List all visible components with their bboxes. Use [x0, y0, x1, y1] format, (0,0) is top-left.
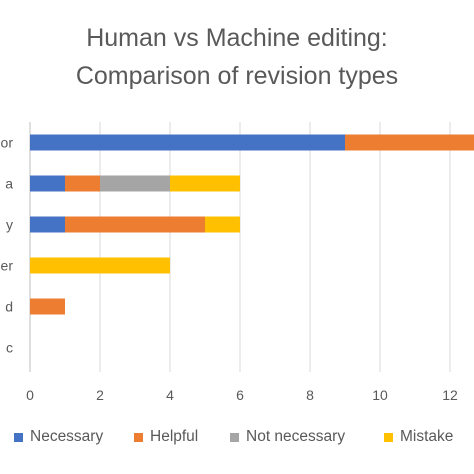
bar-helpful — [30, 298, 65, 315]
legend-item: Mistake — [384, 428, 453, 446]
bar-not-necessary — [100, 175, 170, 192]
x-tick-label: 6 — [236, 387, 244, 403]
legend-item: Necessary — [14, 428, 103, 446]
x-tick-label: 8 — [306, 387, 314, 403]
legend-item: Helpful — [134, 428, 198, 446]
chart-legend: Necessary Helpful Not necessary Mistake — [0, 428, 474, 450]
bar-necessary — [30, 134, 345, 151]
x-tick-label: 10 — [372, 387, 388, 403]
y-category-label: a — [5, 176, 13, 192]
x-tick-label: 4 — [166, 387, 174, 403]
y-category-label: d — [5, 299, 13, 315]
legend-swatch — [230, 432, 239, 442]
legend-label: Mistake — [400, 428, 454, 445]
chart-title-line-1: Human vs Machine editing: — [86, 24, 388, 52]
y-category-label: y — [6, 217, 13, 233]
y-category-label: er — [1, 258, 14, 274]
legend-item: Not necessary — [230, 428, 345, 446]
legend-label: Not necessary — [246, 428, 346, 445]
y-category-label: c — [6, 340, 13, 356]
bar-mistake — [170, 175, 240, 192]
bar-helpful — [65, 216, 205, 233]
legend-swatch — [14, 432, 23, 442]
legend-swatch — [134, 432, 143, 442]
legend-swatch — [384, 432, 393, 442]
bar-mistake — [30, 257, 170, 274]
bar-necessary — [30, 216, 65, 233]
bar-mistake — [205, 216, 240, 233]
legend-label: Helpful — [150, 428, 199, 445]
y-category-label: or — [1, 135, 14, 151]
x-tick-label: 12 — [442, 387, 458, 403]
x-tick-label: 0 — [26, 387, 34, 403]
bar-helpful — [65, 175, 100, 192]
chart-title-line-2: Comparison of revision types — [75, 62, 399, 90]
legend-label: Necessary — [30, 428, 104, 445]
bar-necessary — [30, 175, 65, 192]
bar-helpful — [345, 134, 474, 151]
x-tick-label: 2 — [96, 387, 104, 403]
